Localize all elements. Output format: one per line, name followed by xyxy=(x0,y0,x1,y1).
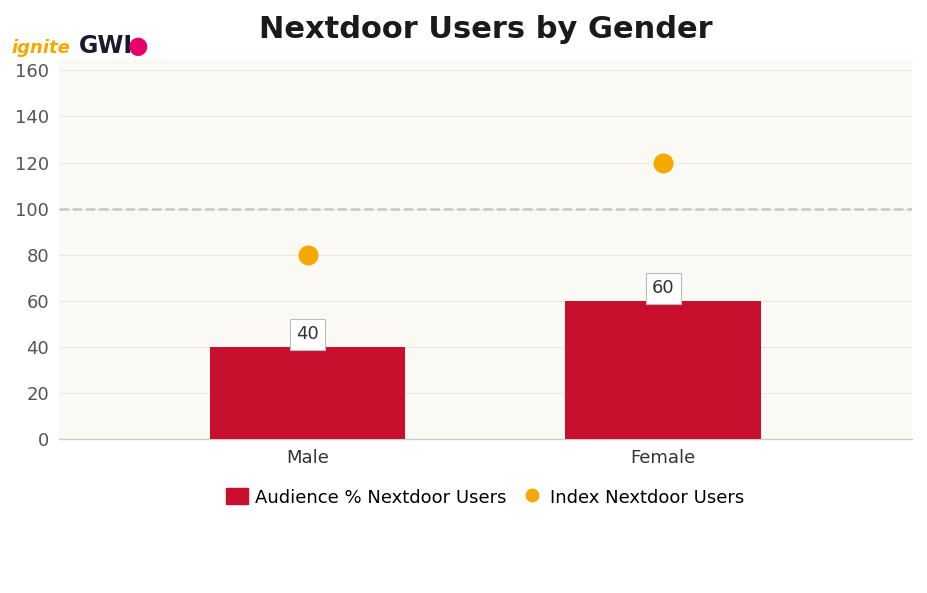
Text: 40: 40 xyxy=(297,326,319,343)
Point xyxy=(655,158,670,167)
Text: GWI: GWI xyxy=(79,34,133,58)
Bar xyxy=(210,347,405,439)
Point xyxy=(300,250,315,260)
Text: 60: 60 xyxy=(652,279,675,297)
Legend: Audience % Nextdoor Users, Index Nextdoor Users: Audience % Nextdoor Users, Index Nextdoo… xyxy=(219,481,752,514)
Text: ignite: ignite xyxy=(11,39,70,58)
Title: Nextdoor Users by Gender: Nextdoor Users by Gender xyxy=(259,15,712,44)
Bar xyxy=(565,301,761,439)
Text: ●: ● xyxy=(128,34,148,58)
